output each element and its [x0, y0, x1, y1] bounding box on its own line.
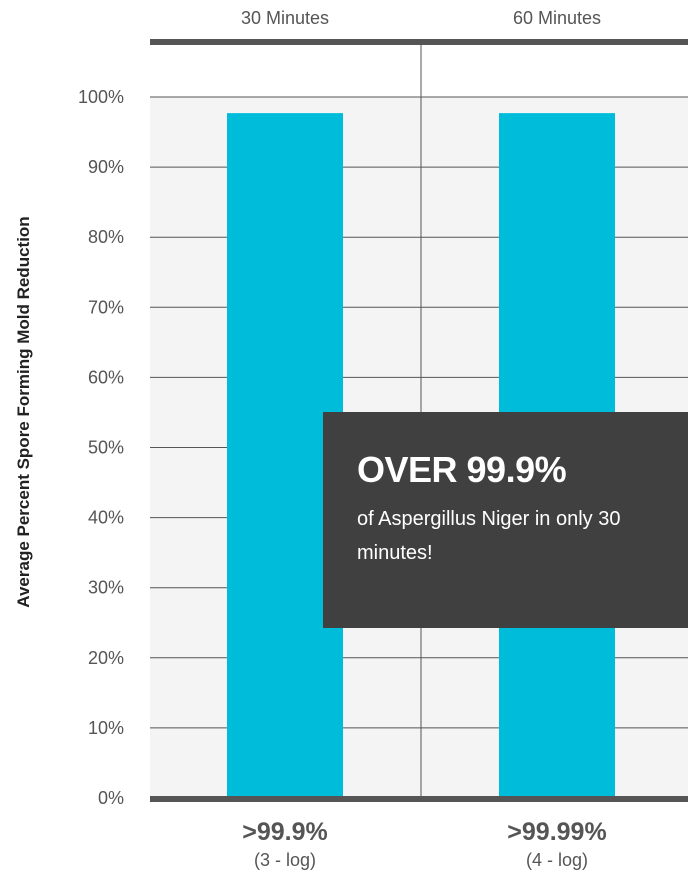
- y-tick-label: 50%: [88, 438, 124, 458]
- y-tick-label: 60%: [88, 367, 124, 387]
- y-tick-label: 10%: [88, 718, 124, 738]
- bar-sub-label: (4 - log): [526, 850, 588, 870]
- y-tick-label: 0%: [98, 788, 124, 808]
- bar-sub-label: (3 - log): [254, 850, 316, 870]
- y-tick-label: 90%: [88, 157, 124, 177]
- y-tick-label: 30%: [88, 578, 124, 598]
- y-tick-label: 40%: [88, 508, 124, 528]
- bottom-axis-line: [150, 796, 688, 802]
- top-axis-line: [150, 39, 688, 45]
- y-tick-label: 20%: [88, 648, 124, 668]
- callout-headline: OVER 99.9%: [357, 449, 567, 490]
- bar-value-label: >99.9%: [242, 818, 328, 846]
- x-category-label: 60 Minutes: [513, 8, 601, 28]
- callout-body: of Aspergillus Niger in only 30 minutes!: [357, 508, 621, 564]
- x-category-label: 30 Minutes: [241, 8, 329, 28]
- y-axis-title: Average Percent Spore Forming Mold Reduc…: [14, 216, 33, 607]
- callout-box: OVER 99.9% of Aspergillus Niger in only …: [323, 412, 688, 628]
- y-tick-label: 70%: [88, 297, 124, 317]
- y-tick-label: 100%: [78, 87, 124, 107]
- y-tick-label: 80%: [88, 227, 124, 247]
- bar-value-label: >99.99%: [507, 818, 606, 846]
